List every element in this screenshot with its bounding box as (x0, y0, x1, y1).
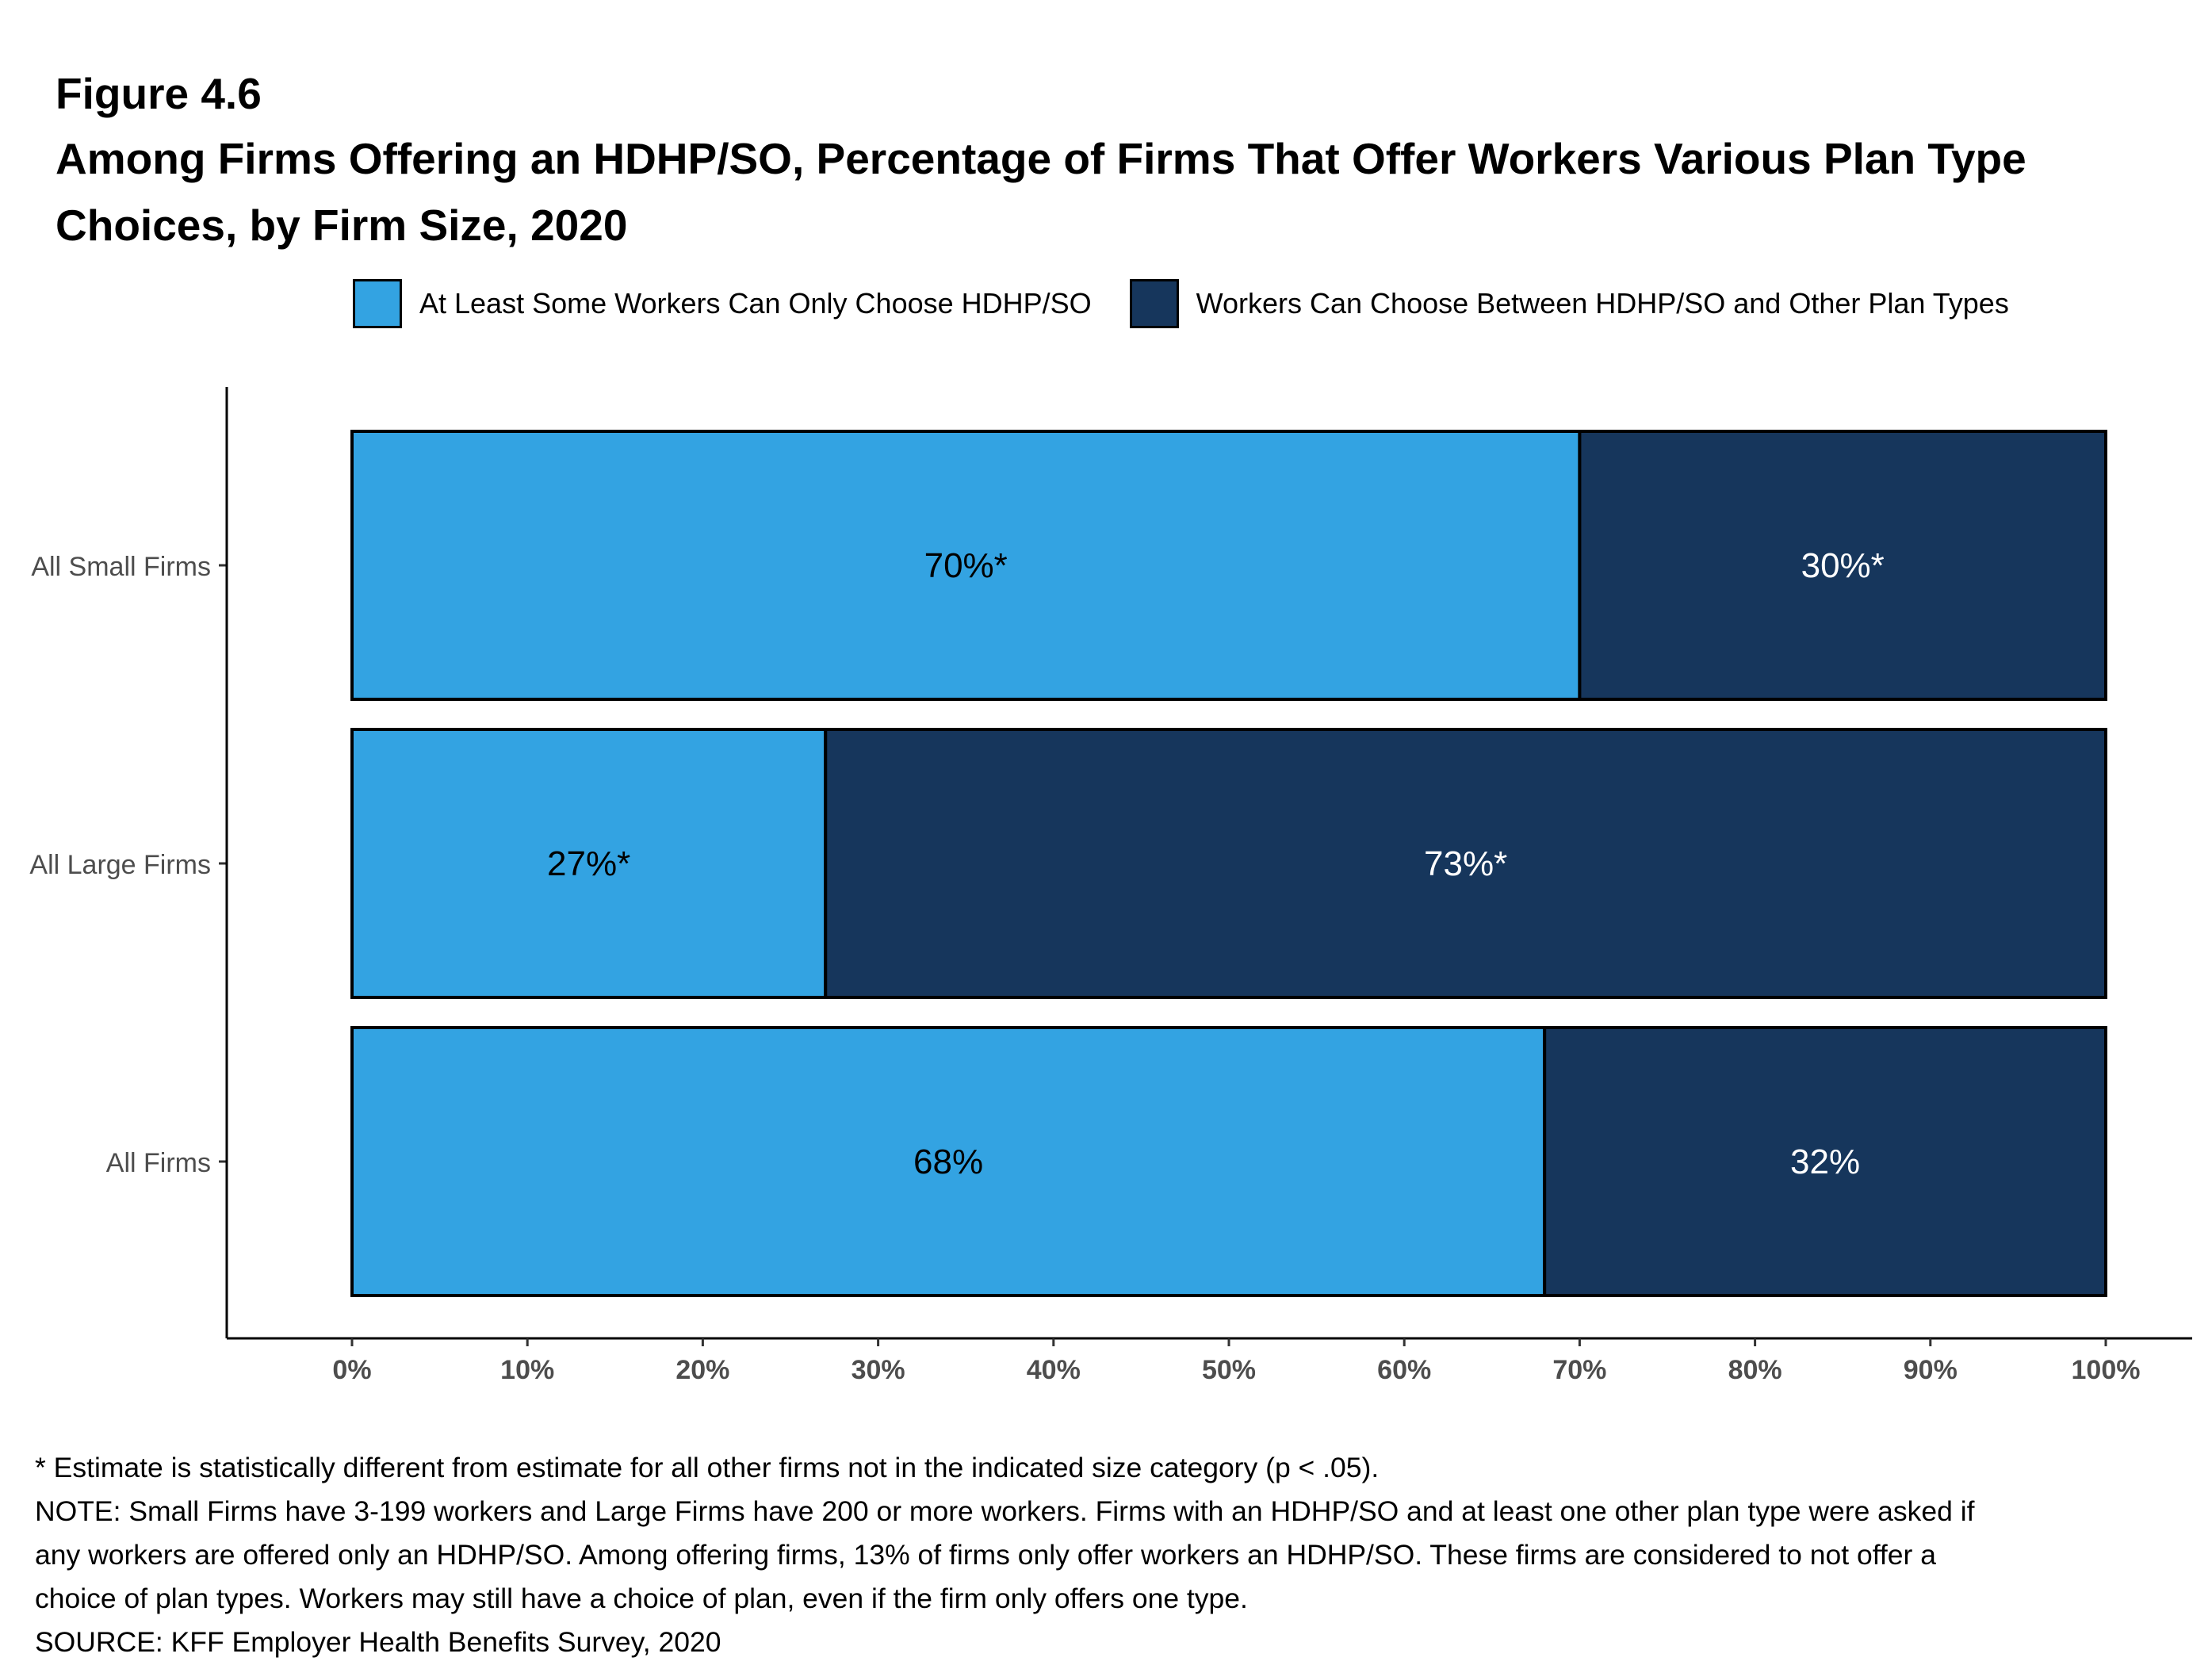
bar-segment-choice (1543, 1026, 2108, 1297)
legend-label-only-hdhp: At Least Some Workers Can Only Choose HD… (419, 287, 1092, 320)
bar-value-label: 27%* (547, 844, 630, 883)
x-axis-tick-label: 100% (2072, 1355, 2141, 1385)
x-axis-tick-label: 70% (1552, 1355, 1606, 1385)
bar-value-label: 73%* (1424, 844, 1507, 883)
bar-value-label: 30%* (1801, 546, 1885, 585)
bar-segment-only-hdhp (350, 728, 828, 999)
x-axis-tick-label: 30% (852, 1355, 905, 1385)
legend-swatch-choice (1129, 279, 1179, 328)
x-axis-tick-label: 80% (1728, 1355, 1782, 1385)
figure-number: Figure 4.6 (55, 69, 262, 118)
footnote-significance: * Estimate is statistically different fr… (35, 1452, 1380, 1483)
bar-segment-choice (824, 728, 2107, 999)
legend-swatch-only-hdhp (353, 279, 402, 328)
x-axis-tick-label: 40% (1027, 1355, 1081, 1385)
x-axis-tick-label: 20% (675, 1355, 729, 1385)
legend: At Least Some Workers Can Only Choose HD… (353, 276, 2047, 331)
bar-segment-choice (1578, 430, 2107, 701)
footnote-note-line-1: NOTE: Small Firms have 3-199 workers and… (35, 1495, 1975, 1527)
y-axis-category-label: All Firms (106, 1148, 211, 1178)
footnote-source: SOURCE: KFF Employer Health Benefits Sur… (35, 1626, 721, 1658)
x-axis-tick-label: 60% (1377, 1355, 1431, 1385)
footnote-note-line-2: any workers are offered only an HDHP/SO.… (35, 1539, 1936, 1571)
y-axis-category-label: All Small Firms (31, 552, 211, 582)
bar-segment-only-hdhp (350, 1026, 1547, 1297)
legend-item-only-hdhp: At Least Some Workers Can Only Choose HD… (353, 279, 1092, 328)
legend-item-choice: Workers Can Choose Between HDHP/SO and O… (1129, 279, 2009, 328)
y-axis-category-label: All Large Firms (29, 850, 211, 880)
x-axis-tick-label: 10% (500, 1355, 554, 1385)
chart-title: Among Firms Offering an HDHP/SO, Percent… (55, 134, 2026, 250)
x-axis-tick-label: 0% (332, 1355, 371, 1385)
bar-value-label: 70%* (924, 546, 1008, 585)
footnote-note-line-3: choice of plan types. Workers may still … (35, 1583, 1248, 1614)
bar-segment-only-hdhp (350, 430, 1582, 701)
legend-label-choice: Workers Can Choose Between HDHP/SO and O… (1196, 287, 2009, 320)
footnotes: * Estimate is statistically different fr… (35, 1446, 2176, 1664)
bar-value-label: 32% (1790, 1143, 1860, 1181)
bar-value-label: 68% (913, 1143, 983, 1181)
x-axis-tick-label: 50% (1202, 1355, 1256, 1385)
x-axis-tick-label: 90% (1904, 1355, 1958, 1385)
